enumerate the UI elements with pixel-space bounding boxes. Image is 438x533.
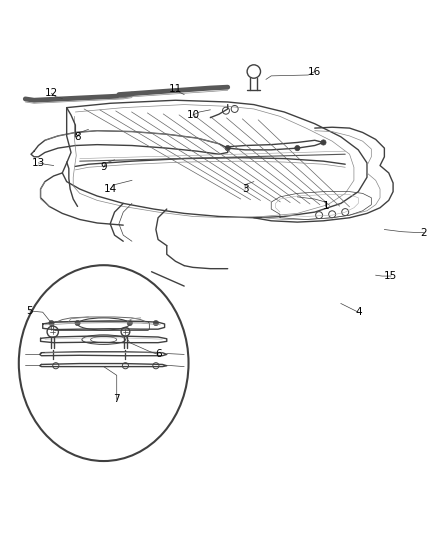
Circle shape	[321, 140, 326, 145]
Text: 4: 4	[355, 307, 362, 317]
Circle shape	[75, 320, 80, 326]
Text: 12: 12	[45, 88, 58, 98]
Text: 8: 8	[74, 132, 81, 142]
Text: 7: 7	[113, 394, 120, 404]
Circle shape	[295, 146, 300, 151]
Text: 11: 11	[169, 84, 182, 94]
Circle shape	[153, 320, 159, 326]
Circle shape	[225, 146, 230, 151]
Text: 15: 15	[384, 271, 398, 281]
Text: 1: 1	[322, 201, 329, 212]
Text: 5: 5	[26, 306, 33, 316]
Circle shape	[49, 320, 54, 326]
Circle shape	[127, 320, 132, 326]
Text: 6: 6	[155, 350, 161, 359]
Text: 9: 9	[100, 162, 107, 172]
Text: 16: 16	[308, 67, 321, 77]
Text: 3: 3	[242, 184, 248, 194]
Text: 13: 13	[32, 158, 45, 168]
Text: 10: 10	[186, 110, 199, 120]
Text: 14: 14	[103, 184, 117, 194]
Text: 2: 2	[420, 228, 427, 238]
